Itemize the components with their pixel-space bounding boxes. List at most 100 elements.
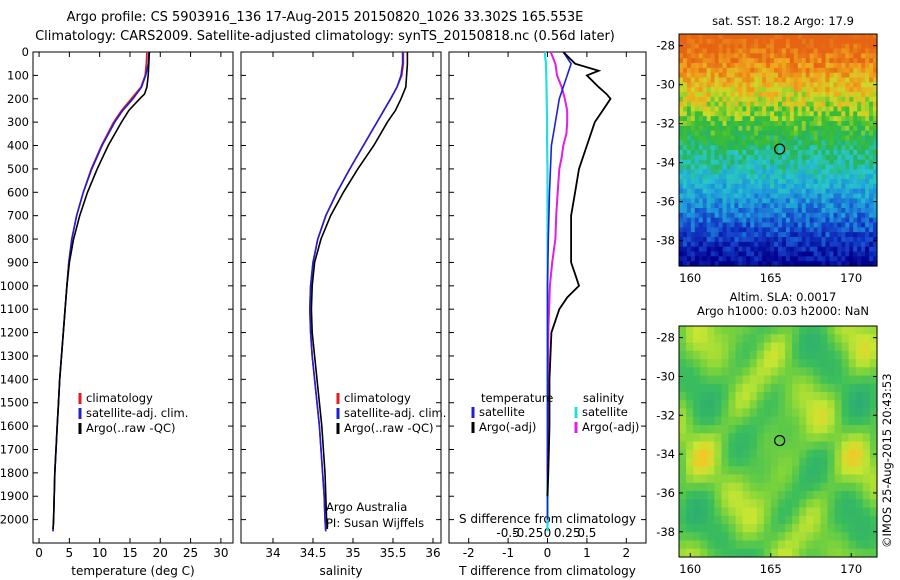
sla-map-cell xyxy=(785,499,793,509)
sst-map-cell xyxy=(706,208,712,214)
sst-map-cell xyxy=(774,77,779,83)
sla-map-cell xyxy=(862,474,871,484)
sst-map-cell xyxy=(825,159,831,166)
sst-map-cell xyxy=(758,67,763,74)
sst-map-cell xyxy=(817,150,823,156)
sla-map-cell xyxy=(869,334,878,344)
sst-map-cell xyxy=(774,87,779,93)
sst-map-cell xyxy=(758,159,763,166)
sla-map-cell xyxy=(700,532,708,542)
sla-map-cell xyxy=(806,449,814,459)
sst-map-cell xyxy=(801,198,807,204)
sst-map-cell xyxy=(694,208,700,214)
sla-map-cell xyxy=(806,416,814,426)
sal-xtick-label: 34.5 xyxy=(300,546,327,560)
sst-map-cell xyxy=(722,116,728,122)
sla-map-cell xyxy=(679,342,687,352)
sst-map-cell xyxy=(682,63,688,69)
sst-map-cell xyxy=(710,101,716,108)
sst-map-cell xyxy=(758,135,763,141)
sst-map-cell xyxy=(682,159,688,166)
sla-map-cell xyxy=(792,433,800,443)
sst-map-cell xyxy=(718,193,724,199)
sst-map-cell xyxy=(750,106,755,112)
sst-map-cell xyxy=(809,150,815,156)
sst-map-cell xyxy=(754,63,759,69)
sst-map-title: sat. SST: 18.2 Argo: 17.9 xyxy=(712,14,854,28)
sst-map-cell xyxy=(809,154,815,161)
sst-map-cell xyxy=(829,154,835,161)
sst-map-cell xyxy=(734,101,739,108)
sla-map-cell xyxy=(756,507,765,517)
sla-map-cell xyxy=(770,491,779,500)
sla-map-cell xyxy=(742,375,751,385)
sst-map-cell xyxy=(785,203,791,209)
sst-map-cell xyxy=(690,53,696,59)
sst-map-cell xyxy=(694,125,700,132)
sst-map-cell xyxy=(718,53,724,59)
sst-map-cell xyxy=(801,217,807,224)
sst-map-cell xyxy=(698,34,704,40)
sst-map-cell xyxy=(722,87,728,93)
sla-map-cell xyxy=(770,532,779,542)
sla-map-cell xyxy=(869,425,878,434)
sla-map-cell xyxy=(749,425,758,434)
sst-map-cell xyxy=(821,159,827,166)
sst-map-cell xyxy=(833,125,838,132)
sst-map-cell xyxy=(861,38,866,45)
sla-map-cell xyxy=(848,392,857,401)
sst-map-cell xyxy=(825,208,831,214)
sst-map-cell xyxy=(849,251,854,257)
sla-map-cell xyxy=(855,425,864,434)
sst-map-cell xyxy=(750,140,755,146)
sst-map-cell xyxy=(718,183,724,190)
sst-map-cell xyxy=(702,179,708,185)
sla-map-cell xyxy=(806,532,814,542)
sst-map-cell xyxy=(698,72,704,79)
sst-map-cell xyxy=(762,48,767,54)
sst-map-cell xyxy=(754,34,759,40)
sst-map-cell xyxy=(758,164,763,170)
sst-map-cell xyxy=(690,116,696,122)
sst-map-cell xyxy=(873,232,878,238)
sst-map-cell xyxy=(857,217,862,224)
sst-map-cell xyxy=(738,169,743,175)
sst-map-cell xyxy=(702,135,708,141)
sst-map-cell xyxy=(710,150,716,156)
sst-map-cell xyxy=(869,246,874,253)
sst-map-cell xyxy=(730,222,736,228)
sst-map-cell xyxy=(730,63,736,69)
sst-map-cell xyxy=(698,121,704,127)
sst-map-cell xyxy=(857,174,862,180)
sst-map-cell xyxy=(679,246,684,253)
sst-map-cell xyxy=(793,77,799,83)
sst-map-cell xyxy=(821,251,827,257)
sst-map-cell xyxy=(829,125,835,132)
sst-map-cell xyxy=(686,130,692,137)
sst-map-cell xyxy=(825,87,831,93)
sst-map-cell xyxy=(825,145,831,151)
sst-map-cell xyxy=(710,164,716,170)
sst-map-cell xyxy=(754,246,759,253)
sst-map-cell xyxy=(746,164,751,170)
sst-map-cell xyxy=(738,67,743,74)
sst-map-cell xyxy=(873,222,878,228)
sla-map-cell xyxy=(721,326,730,335)
sst-map-cell xyxy=(825,154,831,161)
sla-map-cell xyxy=(792,441,800,451)
sst-map-cell xyxy=(679,96,684,103)
sst-map-cell xyxy=(801,150,807,156)
sla-map-cell xyxy=(714,383,723,393)
sst-map-cell xyxy=(809,34,815,40)
sla-map-cell xyxy=(813,548,822,558)
sst-map-cell xyxy=(706,135,712,141)
sst-map-cell xyxy=(789,179,795,185)
sst-map-cell xyxy=(825,227,831,233)
sst-map-cell xyxy=(734,227,739,233)
sst-map-cell xyxy=(789,63,795,69)
sst-map-cell xyxy=(853,212,858,219)
sla-map-cell xyxy=(848,441,857,451)
sla-map-cell xyxy=(770,449,779,459)
sst-map-cell xyxy=(853,237,858,243)
sst-map-cell xyxy=(758,145,763,151)
